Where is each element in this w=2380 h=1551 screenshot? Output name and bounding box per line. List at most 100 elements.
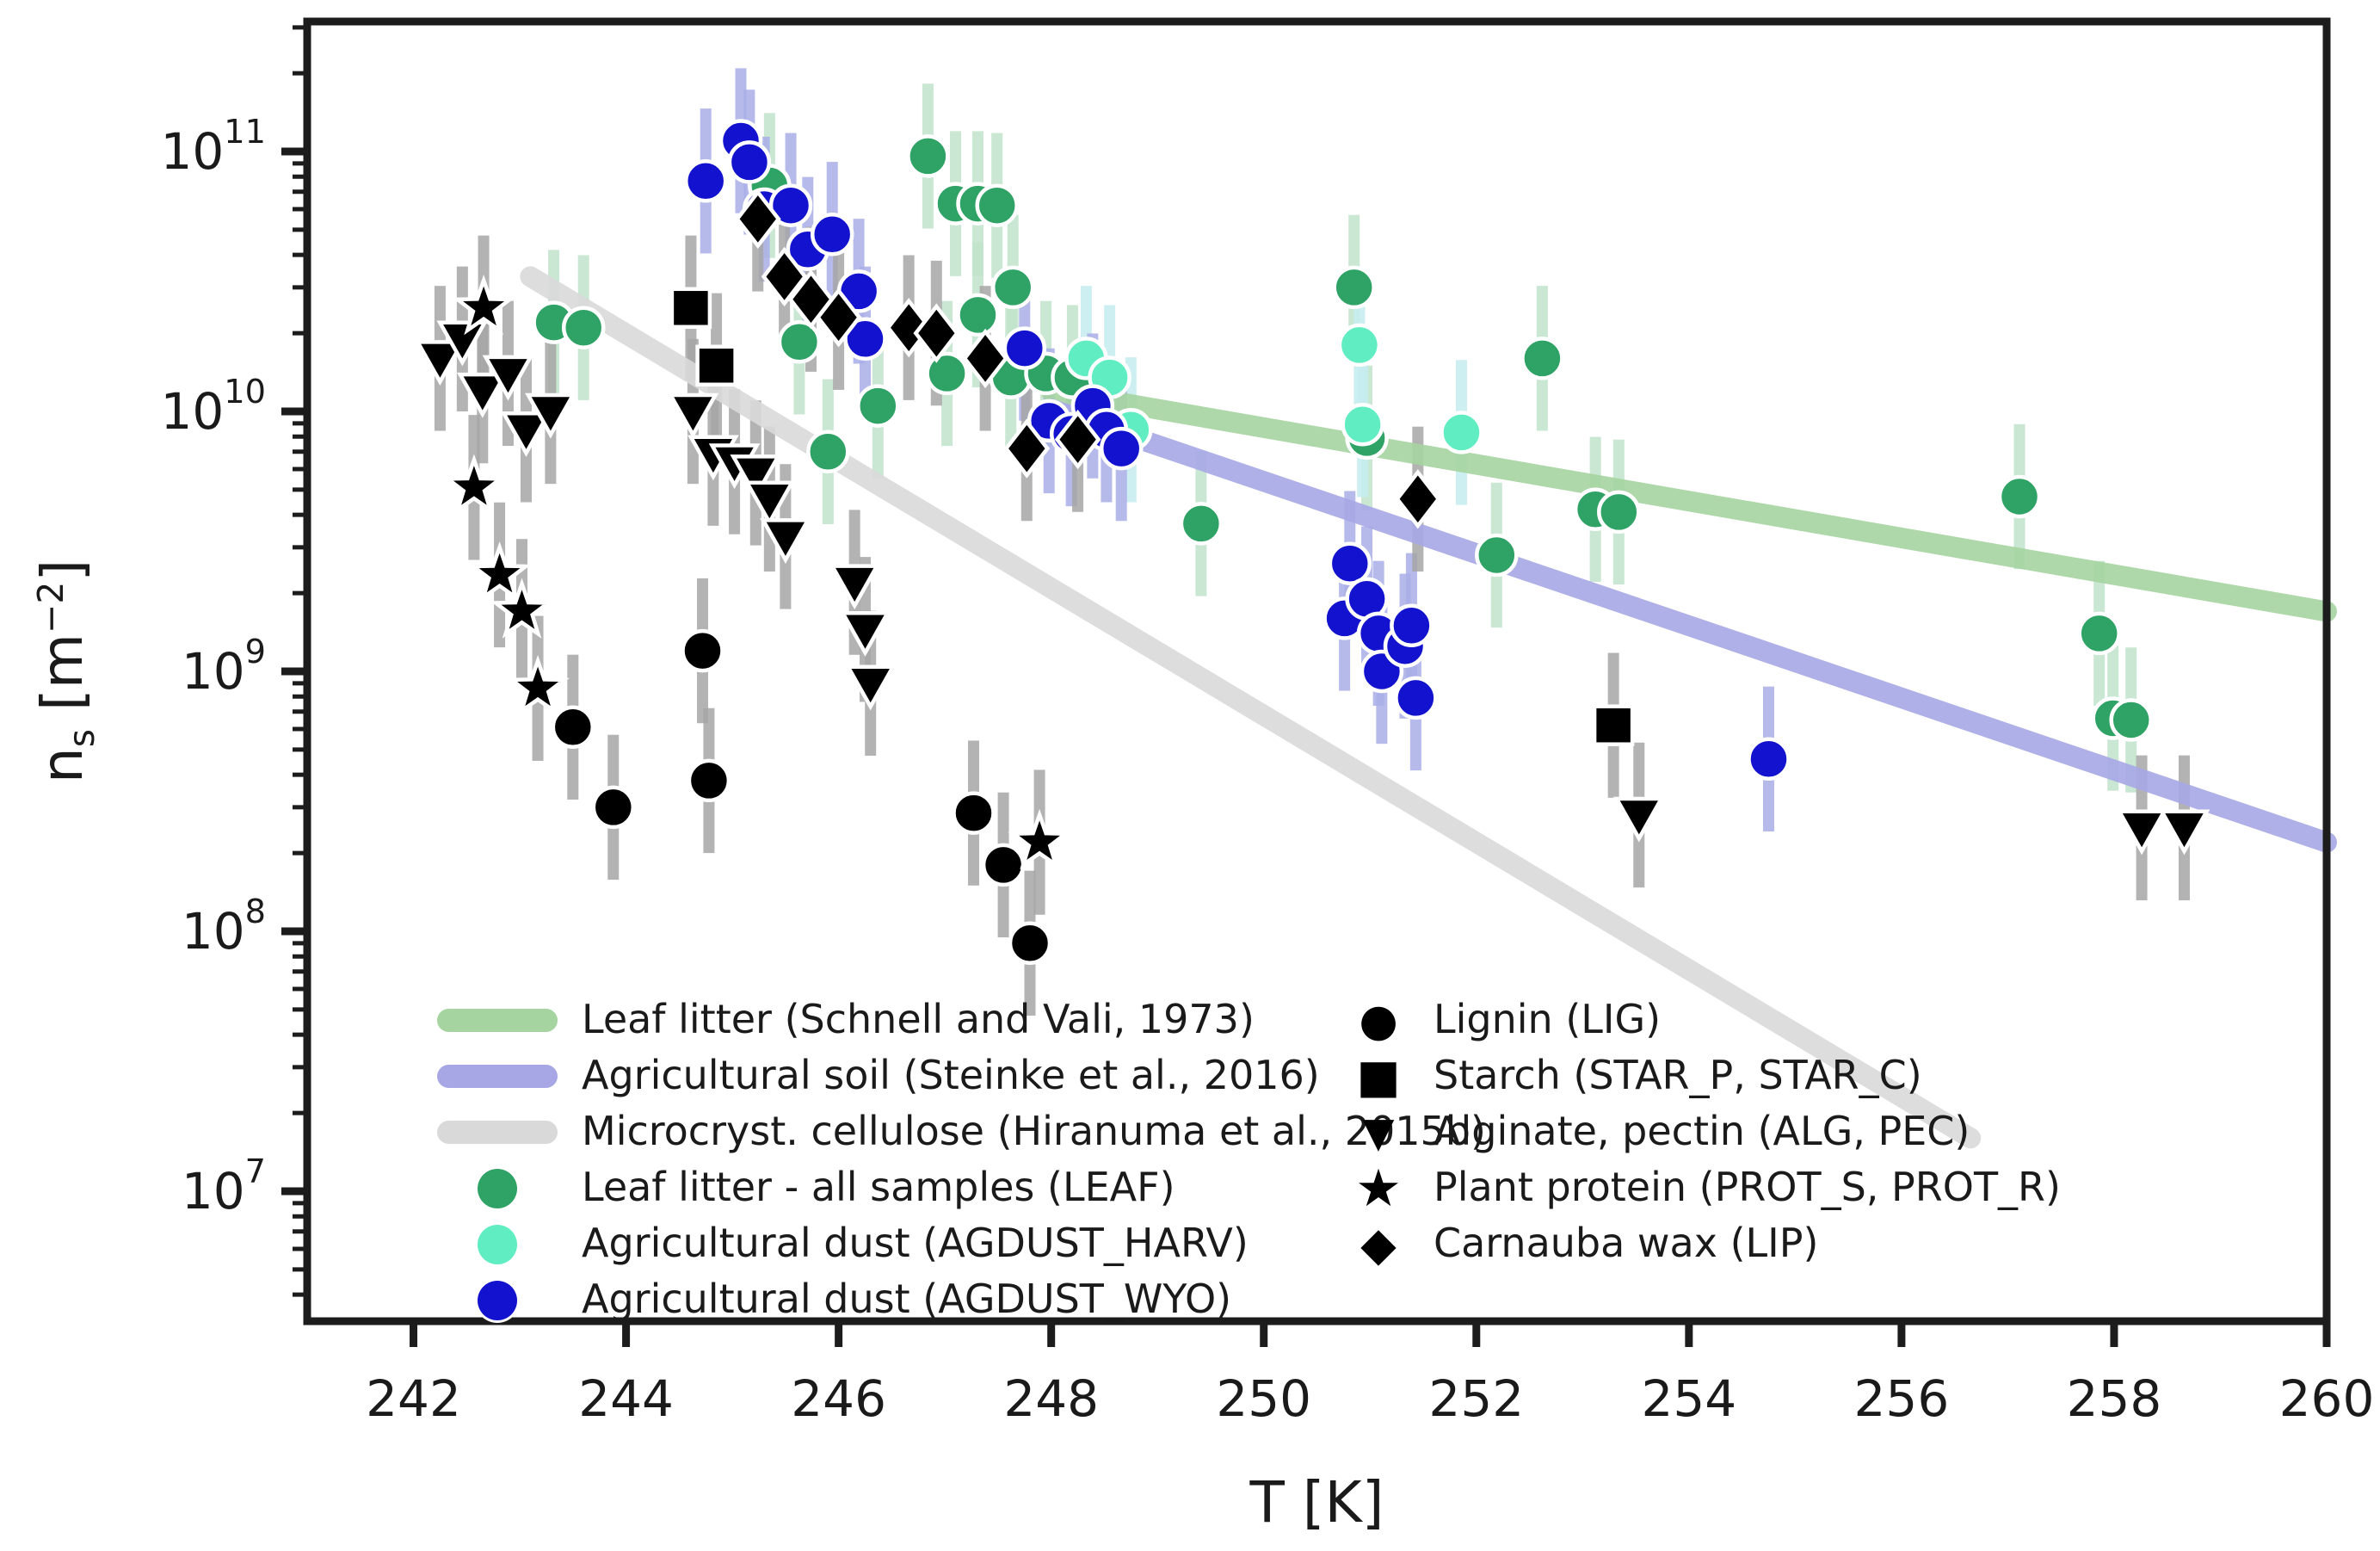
x-tick-label: 242 xyxy=(366,1369,461,1428)
alg_pec-point xyxy=(456,372,509,418)
axes-layer: 242 244 246 248 250 252 254 256 258 260 1011 1010 10… xyxy=(29,17,2375,1536)
alg_pec-point xyxy=(667,392,719,439)
protein-point xyxy=(1008,808,1071,870)
alg_pec-point xyxy=(414,340,466,386)
alg_pec-point xyxy=(760,518,811,564)
y-tick-label: 1011 xyxy=(160,113,266,181)
alg_pec-point xyxy=(482,355,534,401)
soil_line xyxy=(1040,399,2337,853)
wax-point xyxy=(1394,469,1441,529)
alg_pec-point xyxy=(829,564,881,610)
agdust_wyo-point xyxy=(1747,737,1791,782)
leaf-point xyxy=(990,265,1035,310)
series-alg_pec xyxy=(414,320,2210,856)
leaf-point xyxy=(856,384,900,428)
series-starch xyxy=(669,287,1635,746)
protein-point xyxy=(467,541,532,602)
x-tick-label: 252 xyxy=(1428,1369,1524,1428)
starch-point xyxy=(1592,704,1635,746)
lignin-point xyxy=(952,791,996,835)
protein-point xyxy=(442,454,506,515)
wax-point xyxy=(761,246,808,307)
leaf-point xyxy=(806,429,850,474)
y-tick-label: 108 xyxy=(182,893,266,961)
alg_pec-point xyxy=(525,392,577,439)
leaf-point xyxy=(975,183,1019,227)
alg_pec-point xyxy=(844,664,897,711)
agdust_wyo-point xyxy=(768,183,813,227)
agdust_wyo-point xyxy=(1390,603,1434,648)
alg_pec-point xyxy=(436,320,489,367)
x-tick-label: 254 xyxy=(1641,1369,1736,1428)
y-tick-label: 109 xyxy=(182,633,266,701)
wax-point xyxy=(815,287,862,348)
agdust_wyo-point xyxy=(1099,426,1144,471)
markers-layer xyxy=(414,119,2210,966)
leaf-point xyxy=(2077,611,2121,656)
wax-point xyxy=(734,188,781,250)
agdust_wyo-point xyxy=(1394,676,1438,720)
leaf-point xyxy=(1597,490,1641,535)
wax-point xyxy=(1003,418,1051,479)
wax-point xyxy=(962,328,1008,389)
plot-box xyxy=(303,17,2331,1325)
leaf-point xyxy=(906,134,950,178)
alg_pec-point xyxy=(743,480,796,527)
x-tick-label: 256 xyxy=(1854,1369,1950,1428)
alg_pec-point xyxy=(2116,809,2167,856)
wax-point xyxy=(913,303,960,363)
lignin-point xyxy=(1008,921,1052,966)
wax-point xyxy=(885,298,933,358)
series-lignin xyxy=(551,628,1052,966)
x-tick-label: 260 xyxy=(2279,1369,2375,1428)
lignin-point xyxy=(687,758,731,803)
leaf-point xyxy=(925,351,969,396)
x-tick-label: 248 xyxy=(1003,1369,1099,1428)
alg_pec-point xyxy=(839,611,891,657)
leaf-point xyxy=(2109,698,2153,742)
leaf-point xyxy=(561,306,606,349)
x-tick-label: 244 xyxy=(578,1369,674,1428)
agdust_harv-point xyxy=(1337,323,1382,368)
agdust_wyo-point xyxy=(727,140,772,184)
wax-point xyxy=(1054,409,1101,470)
agdust_harv-point xyxy=(1440,411,1483,454)
lignin-point xyxy=(551,705,595,750)
agdust_wyo-point xyxy=(843,317,887,361)
reference-lines-layer xyxy=(520,266,2337,1149)
x-axis-label: T [K] xyxy=(1249,1469,1384,1536)
lignin-point xyxy=(591,785,636,830)
leaf-point xyxy=(1520,337,1564,380)
protein-point xyxy=(490,578,554,639)
agdust_harv-point xyxy=(1341,403,1384,447)
leaf-point xyxy=(1997,474,2042,519)
series-wax xyxy=(734,188,1441,529)
leaf_line xyxy=(1040,380,2337,622)
leaf-point xyxy=(956,293,1000,337)
cellulose_line xyxy=(520,266,1982,1149)
y-tick-label: 107 xyxy=(182,1152,266,1220)
x-tick-label: 250 xyxy=(1216,1369,1311,1428)
starch-point xyxy=(669,287,712,330)
series-protein xyxy=(442,274,1071,870)
alg_pec-point xyxy=(500,411,552,457)
leaf-point xyxy=(1332,265,1376,310)
leaf-point xyxy=(1179,502,1224,546)
alg_pec-point xyxy=(1612,796,1665,843)
lignin-point xyxy=(681,628,724,673)
protein-point xyxy=(506,654,570,716)
lignin-point xyxy=(981,843,1026,887)
protein-point xyxy=(452,274,515,336)
agdust_wyo-point xyxy=(810,213,854,256)
x-tick-label: 258 xyxy=(2067,1369,2162,1428)
alg_pec-point xyxy=(2158,809,2210,856)
leaf-point xyxy=(1475,533,1519,578)
y-tick-label: 1010 xyxy=(160,373,266,441)
leaf-point xyxy=(777,320,822,364)
x-tick-label: 246 xyxy=(791,1369,886,1428)
alg_pec-point xyxy=(730,454,782,500)
starch-point xyxy=(695,344,737,387)
agdust_wyo-point xyxy=(1002,326,1047,370)
